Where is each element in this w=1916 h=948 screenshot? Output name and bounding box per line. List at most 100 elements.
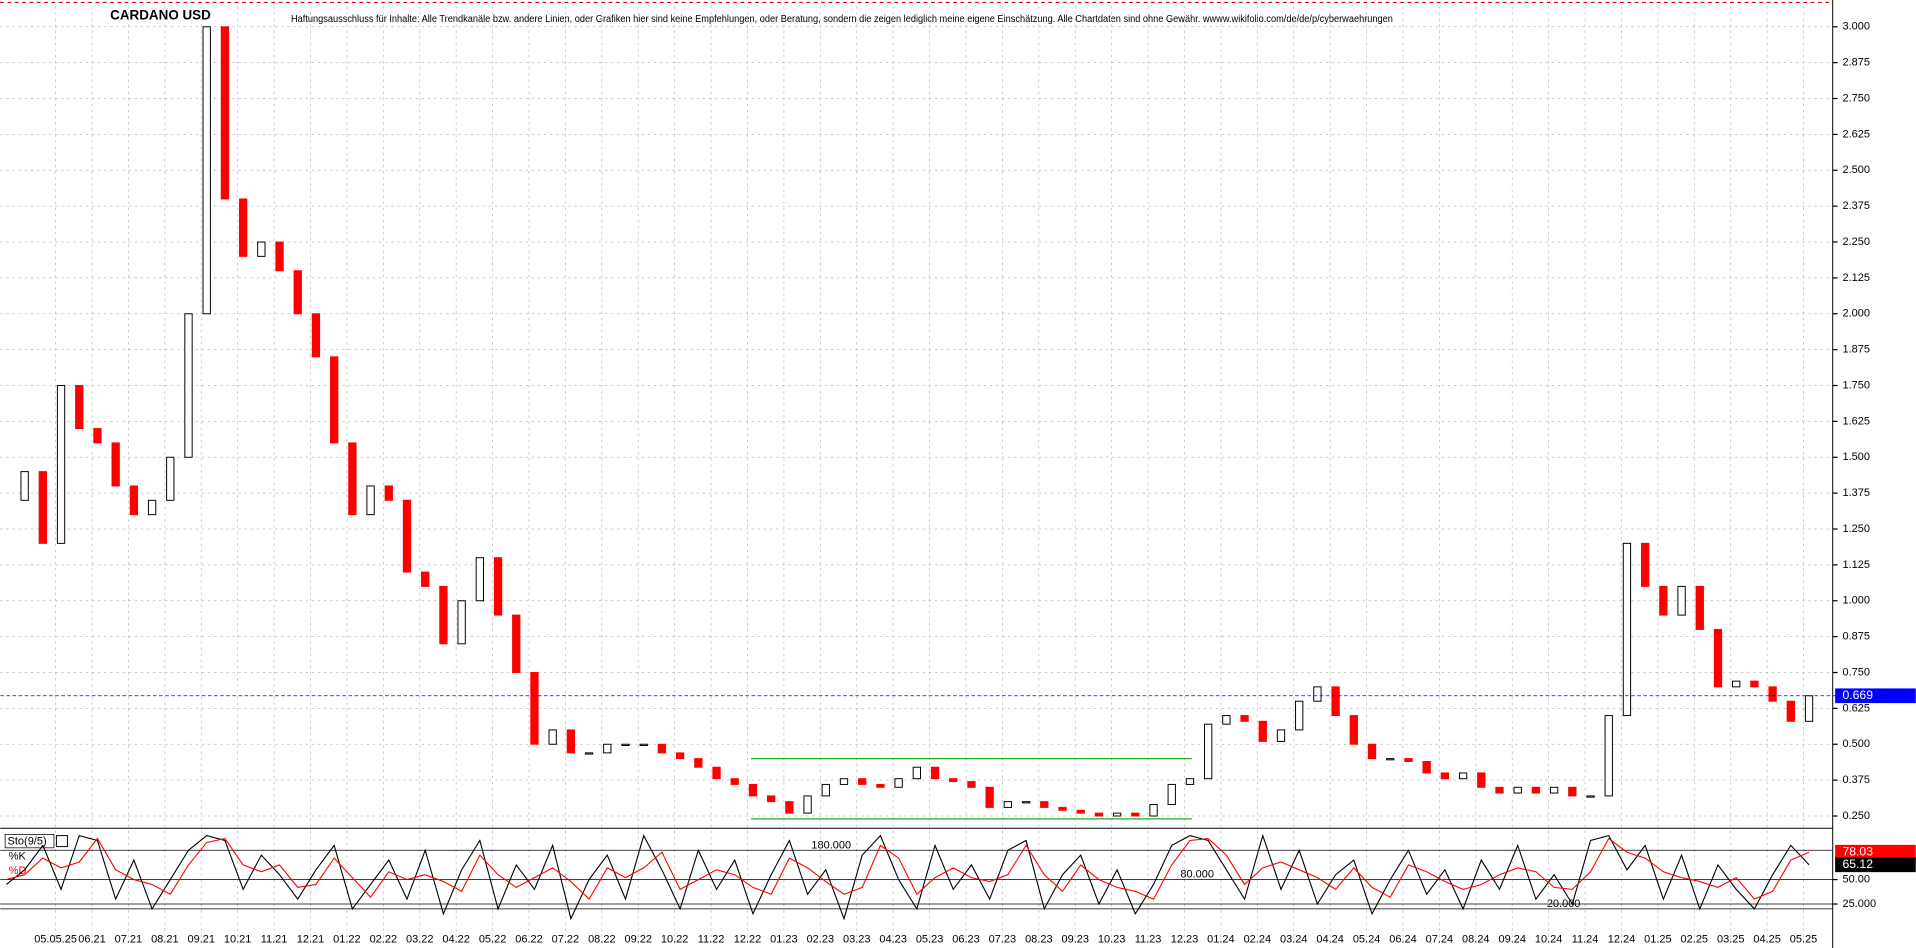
x-tick-label: 03.22 bbox=[406, 933, 434, 945]
candle bbox=[803, 795, 812, 814]
x-tick-label: 08.23 bbox=[1025, 933, 1053, 945]
y-tick-label: 0.625 bbox=[1842, 702, 1869, 714]
y-tick-label: 2.500 bbox=[1842, 164, 1869, 176]
x-tick-label: 08.22 bbox=[588, 933, 616, 945]
candle bbox=[1185, 778, 1195, 785]
annotation: 180.000 bbox=[811, 839, 851, 851]
candle bbox=[93, 428, 102, 444]
x-tick-label: 10.21 bbox=[224, 933, 251, 945]
candle bbox=[566, 729, 576, 754]
candle bbox=[1204, 723, 1213, 780]
candle bbox=[384, 485, 393, 501]
candle bbox=[293, 270, 302, 315]
candle bbox=[876, 783, 885, 788]
candle bbox=[348, 442, 357, 516]
candle bbox=[421, 571, 430, 587]
candle bbox=[56, 385, 66, 544]
candle bbox=[1804, 695, 1814, 722]
candle bbox=[166, 456, 175, 501]
candle bbox=[730, 778, 739, 785]
indicator-line bbox=[6, 837, 1810, 901]
candle bbox=[1641, 542, 1650, 587]
candle bbox=[675, 752, 685, 760]
x-tick-label: 11.23 bbox=[1135, 933, 1162, 945]
y-tick-label: 2.750 bbox=[1842, 92, 1869, 104]
x-tick-label: 09.24 bbox=[1498, 933, 1525, 945]
candle bbox=[1367, 743, 1377, 760]
candle bbox=[1768, 686, 1777, 702]
x-tick-label: 04.22 bbox=[442, 933, 470, 945]
candle bbox=[1750, 680, 1759, 688]
x-tick-label: 05.23 bbox=[916, 933, 944, 945]
x-tick-label: 07.22 bbox=[552, 933, 580, 945]
x-tick-label: 04.24 bbox=[1316, 933, 1343, 945]
x-tick-label: 11.24 bbox=[1572, 933, 1599, 945]
candle bbox=[220, 26, 230, 200]
candle bbox=[1295, 700, 1304, 731]
candle bbox=[1040, 801, 1049, 808]
x-tick-label: 12.22 bbox=[734, 933, 762, 945]
y-tick-label: 1.625 bbox=[1842, 415, 1869, 427]
candle bbox=[712, 766, 721, 780]
candle bbox=[1349, 715, 1358, 745]
candle bbox=[1422, 760, 1431, 774]
candle bbox=[1695, 585, 1704, 630]
candle bbox=[858, 778, 867, 785]
x-tick-label: 02.25 bbox=[1681, 933, 1708, 945]
candle bbox=[530, 672, 539, 745]
candle bbox=[1276, 729, 1286, 742]
candle bbox=[949, 778, 958, 783]
candle bbox=[1258, 720, 1267, 742]
candle bbox=[1458, 772, 1468, 780]
y-tick-label: 1.875 bbox=[1842, 344, 1869, 356]
candle bbox=[1495, 786, 1504, 794]
last-value-box bbox=[1835, 844, 1916, 860]
candle bbox=[985, 786, 994, 808]
last-value-label: 65.12 bbox=[1842, 857, 1873, 871]
x-tick-label: 05.24 bbox=[1353, 933, 1380, 945]
x-tick-label: 06.22 bbox=[515, 933, 543, 945]
candle bbox=[275, 241, 284, 272]
candle bbox=[1713, 628, 1723, 688]
current-price-box bbox=[1835, 688, 1916, 704]
x-tick-label: 12.21 bbox=[297, 933, 325, 945]
candle bbox=[821, 783, 830, 797]
x-tick-label: 07.21 bbox=[115, 933, 142, 945]
candle bbox=[1094, 812, 1104, 817]
x-tick-label: 05.25 bbox=[1790, 933, 1817, 945]
y-tick-label: 0.250 bbox=[1842, 810, 1869, 822]
candle bbox=[930, 766, 940, 780]
x-tick-label: 12.23 bbox=[1171, 933, 1199, 945]
x-tick-label: 02.22 bbox=[370, 933, 398, 945]
last-value-label: 78.03 bbox=[1842, 844, 1873, 858]
candle bbox=[1513, 786, 1522, 794]
x-tick-label: 06.23 bbox=[952, 933, 980, 945]
candle bbox=[639, 743, 648, 746]
candle bbox=[111, 442, 120, 487]
y-tick-label: 1.000 bbox=[1842, 595, 1869, 607]
candle bbox=[1386, 758, 1395, 761]
candle bbox=[603, 743, 612, 754]
candle bbox=[1549, 786, 1559, 794]
candle bbox=[1622, 542, 1632, 717]
y-tick-label: 2.125 bbox=[1842, 272, 1869, 284]
indicator-line bbox=[6, 833, 1810, 921]
candle bbox=[402, 499, 412, 573]
x-tick-label: 11.21 bbox=[261, 933, 288, 945]
candle bbox=[1058, 806, 1067, 811]
legend-k: %K bbox=[9, 850, 27, 862]
x-tick-label: 01.24 bbox=[1207, 933, 1235, 945]
y-tick-label: 0.750 bbox=[1842, 666, 1869, 678]
x-tick-label: 10.23 bbox=[1098, 933, 1126, 945]
candle bbox=[1131, 812, 1140, 817]
candle bbox=[1404, 758, 1413, 762]
x-tick-label: 03.25 bbox=[1717, 933, 1744, 945]
x-tick-label: 05.05.25 bbox=[34, 933, 77, 945]
candle bbox=[1568, 786, 1577, 797]
y-tick-label: 50.00 bbox=[1842, 873, 1869, 885]
candle bbox=[493, 557, 503, 616]
expand-button[interactable] bbox=[55, 835, 68, 848]
y-tick-label: 2.250 bbox=[1842, 236, 1869, 248]
